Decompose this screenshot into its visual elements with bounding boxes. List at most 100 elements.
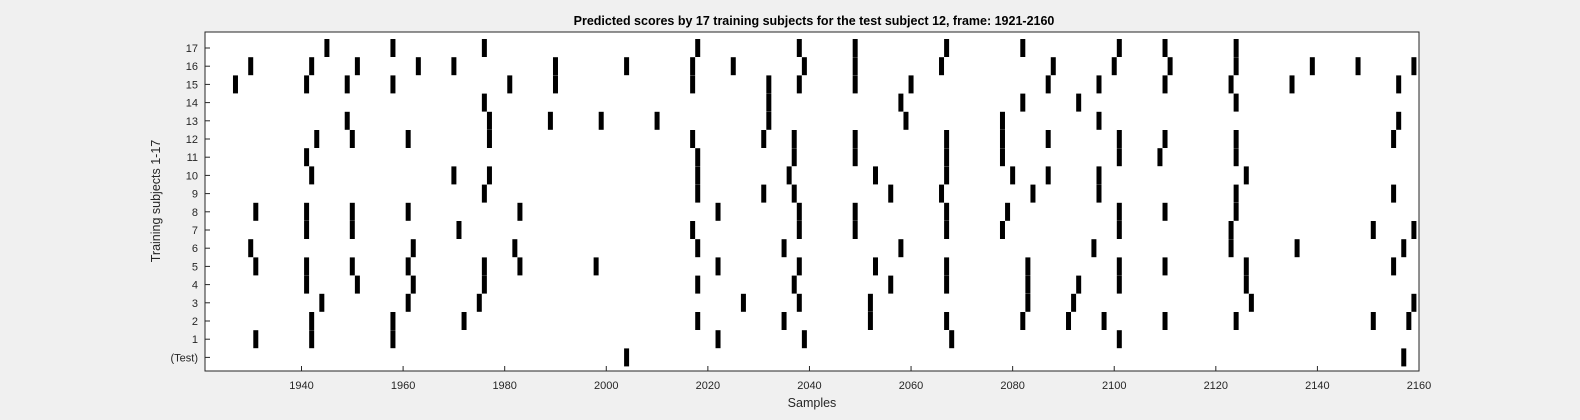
event-mark (801, 330, 807, 349)
event-mark (796, 257, 802, 276)
event-mark (1116, 257, 1122, 276)
event-mark (690, 57, 696, 76)
event-mark (695, 312, 701, 330)
event-mark (1116, 202, 1122, 221)
event-mark (908, 75, 914, 94)
event-mark (695, 275, 701, 294)
event-mark (1071, 293, 1077, 312)
event-mark (1010, 166, 1016, 185)
event-mark (517, 257, 523, 276)
event-mark (791, 184, 797, 203)
y-tick-label: 2 (192, 316, 198, 328)
event-mark (898, 93, 904, 112)
x-tick-label: 2080 (1000, 380, 1024, 392)
event-mark (1233, 148, 1239, 167)
event-mark (304, 202, 310, 221)
event-mark (456, 221, 462, 239)
event-mark (1162, 75, 1168, 94)
event-mark (761, 184, 767, 203)
x-tick-label: 2020 (696, 380, 720, 392)
event-mark (852, 148, 858, 167)
event-mark (1116, 130, 1122, 148)
event-mark (309, 166, 315, 185)
event-mark (598, 111, 604, 130)
event-mark (1025, 275, 1031, 294)
event-mark (552, 57, 558, 76)
event-mark (481, 39, 487, 57)
event-mark (796, 293, 802, 312)
event-mark (791, 275, 797, 294)
event-mark (410, 275, 416, 294)
event-mark (1401, 239, 1407, 258)
event-mark (1116, 275, 1122, 294)
y-axis-label: Training subjects 1-17 (149, 140, 163, 263)
event-mark (944, 166, 950, 185)
event-mark (695, 166, 701, 185)
event-mark (486, 166, 492, 185)
y-tick-label: 11 (187, 152, 198, 164)
event-mark (1243, 275, 1249, 294)
event-mark (481, 275, 487, 294)
event-mark (309, 330, 315, 349)
event-mark (624, 57, 630, 76)
y-tick-label: 5 (192, 261, 198, 273)
event-mark (796, 39, 802, 57)
y-tick-label: 12 (186, 134, 198, 146)
event-mark (304, 275, 310, 294)
event-mark (232, 75, 238, 94)
event-mark (451, 166, 457, 185)
event-mark (1162, 39, 1168, 57)
plot-area (205, 32, 1419, 371)
event-mark (852, 39, 858, 57)
x-axis-label: Samples (788, 396, 837, 410)
event-mark (786, 166, 792, 185)
event-mark (1025, 257, 1031, 276)
event-mark (1005, 202, 1011, 221)
y-tick-label: 1 (192, 334, 198, 346)
event-mark (415, 57, 421, 76)
event-mark (939, 184, 945, 203)
x-tick-label: 2120 (1204, 380, 1228, 392)
y-tick-label: 7 (192, 225, 198, 237)
event-mark (253, 330, 259, 349)
event-mark (461, 312, 467, 330)
event-mark (1228, 75, 1234, 94)
y-tick-label: 9 (192, 189, 198, 201)
event-mark (999, 221, 1005, 239)
event-mark (552, 75, 558, 94)
event-mark (1020, 312, 1026, 330)
chart-title: Predicted scores by 17 training subjects… (574, 14, 1055, 28)
event-mark (405, 257, 411, 276)
event-mark (481, 93, 487, 112)
x-tick-label: 1940 (289, 380, 313, 392)
event-mark (253, 202, 259, 221)
event-mark (1391, 257, 1397, 276)
event-mark (314, 130, 320, 148)
event-mark (872, 166, 878, 185)
event-mark (593, 257, 599, 276)
event-mark (1233, 39, 1239, 57)
event-mark (390, 39, 396, 57)
x-tick-label: 2060 (899, 380, 923, 392)
event-mark (354, 275, 360, 294)
event-mark (781, 239, 787, 258)
event-mark (1355, 57, 1361, 76)
event-mark (1162, 202, 1168, 221)
event-mark (852, 202, 858, 221)
x-tick-label: 1960 (391, 380, 415, 392)
event-mark (888, 184, 894, 203)
event-mark (1096, 166, 1102, 185)
event-mark (1167, 57, 1173, 76)
event-mark (486, 130, 492, 148)
event-mark (1111, 57, 1117, 76)
event-mark (248, 239, 254, 258)
event-mark (1411, 57, 1417, 76)
event-mark (1406, 312, 1412, 330)
event-mark (1370, 221, 1376, 239)
event-mark (1233, 202, 1239, 221)
event-mark (304, 148, 310, 167)
event-mark (410, 239, 416, 258)
event-mark (390, 312, 396, 330)
y-tick-label: 10 (186, 170, 198, 182)
event-mark (766, 75, 772, 94)
